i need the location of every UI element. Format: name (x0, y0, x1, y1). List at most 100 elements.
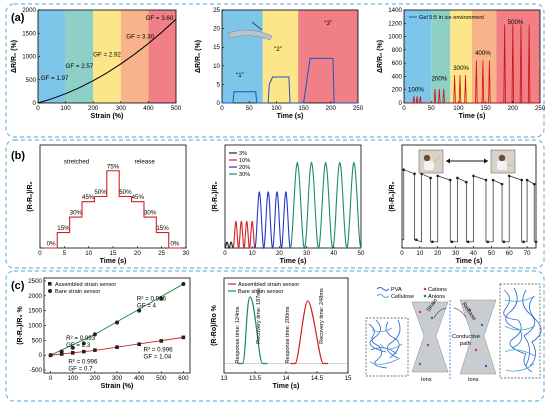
marker-circle-1 (59, 349, 64, 354)
x-tick-label: 150 (298, 105, 309, 112)
y-tick-label: 0 (33, 100, 37, 107)
step-label-7: 45% (132, 194, 145, 201)
y-axis-label: (R-R₀)/R₀ (389, 181, 396, 211)
band-0 (38, 10, 66, 103)
band-2 (298, 10, 358, 103)
step-label-6: 50% (119, 189, 132, 196)
x-tick-label: 10 (416, 250, 423, 257)
y-tick-label: 5 (217, 81, 221, 88)
sample-strip-photo (227, 21, 273, 41)
chart-a3: 0 50 100 150 200 250 0 200 400 600 800 1000 1200 1400… (377, 7, 546, 120)
y-tick-label: 500 (32, 337, 43, 344)
y-axis-label: (R-R₀)/R₀ (212, 181, 219, 211)
band-2 (93, 10, 121, 103)
pulse-0 (237, 296, 268, 365)
x-tick-label: 5 (63, 250, 67, 257)
chart-c1: 0 100 200 300 400 500 600 -500 0 500 1000 1500 2000 2… (17, 277, 191, 390)
legend-marker-1 (48, 289, 52, 293)
fit-line-0 (50, 333, 96, 356)
time-label-1: Recovery time: 187ms (256, 288, 262, 344)
marker-square-7 (159, 339, 164, 343)
x-tick-label: 200 (326, 105, 337, 112)
x-tick-label: 400 (143, 105, 154, 112)
section-b-frame (5, 139, 545, 269)
marker-circle-2 (70, 345, 75, 350)
pulse-1 (290, 300, 329, 365)
x-tick-label: 200 (88, 105, 99, 112)
schematic-legend: PVA Cellulose Cations Anions (376, 287, 447, 300)
chart-a2: 0 50 100 150 200 250 0 5 10 15 20 25 Time (s) ΔR/R₀ (… (195, 7, 364, 120)
x-tick-label: 30 (452, 250, 459, 257)
band-3 (120, 10, 149, 103)
step-label-1: 15% (57, 225, 70, 232)
annotation-0: “1” (236, 72, 244, 79)
step-label-3: 45% (82, 194, 95, 201)
annotation-4: GF = 3.60 (146, 15, 174, 22)
marker-circle-7 (159, 296, 164, 301)
annotation-3: 400% (475, 50, 491, 57)
annotation-3: GF = 3.30 (126, 33, 154, 40)
time-label-3: Recovery time: 248ms (319, 288, 325, 344)
x-tick-label: 50 (488, 250, 495, 257)
panel-label-c: (c) (11, 280, 25, 292)
y-axis-label: ΔR/R₀ (%) (377, 40, 384, 73)
legend-label-2: 20% (239, 165, 250, 171)
y-tick-label: 400 (392, 73, 403, 80)
step-trace (44, 170, 182, 249)
label-ions-left: Ions (421, 377, 432, 383)
x-tick-label: 300 (116, 105, 127, 112)
wave-3 (289, 161, 362, 250)
annotation-1: “2” (274, 46, 282, 53)
label-conductive-path-1: Conductive (452, 334, 480, 340)
y-tick-label: 1000 (22, 54, 36, 61)
legend-label-0: Assembled strain sensor (55, 282, 116, 288)
x-tick-label: 250 (353, 105, 364, 112)
band-1 (431, 10, 451, 103)
x-tick-label: 20 (276, 250, 283, 257)
annotation-1: release (134, 159, 155, 166)
legend-cellulose: Cellulose (391, 294, 414, 300)
fit-r2-2: R² = 0.996 (68, 359, 98, 366)
x-tick-label: 10 (85, 250, 92, 257)
chart-a1: 0 100 200 300 400 500 0 500 1000 1500 2000 Strain (… (11, 7, 182, 120)
x-tick-label: 0 (400, 250, 404, 257)
x-tick-label: 200 (508, 105, 519, 112)
x-tick-label: 0 (36, 105, 40, 112)
fit-gf-3: GF = 1.04 (144, 353, 172, 360)
step-label-0: 0% (47, 241, 56, 248)
y-axis-label: (R-Ro)/Ro % (211, 304, 218, 346)
band-2 (450, 10, 472, 103)
x-tick-label: 10 (249, 250, 256, 257)
y-tick-label: 1000 (28, 323, 42, 330)
step-label-4: 50% (94, 189, 107, 196)
marker-circle-5 (115, 320, 119, 325)
legend-marker-0 (48, 282, 52, 286)
x-tick-label: 300 (112, 375, 123, 382)
x-tick-label: 100 (68, 375, 79, 382)
annotation-2: 300% (453, 65, 469, 72)
y-tick-label: -500 (30, 367, 43, 374)
x-axis-label: Time (s) (280, 258, 307, 265)
x-tick-label: 20 (134, 250, 141, 257)
chart-b1: 0 5 10 15 20 25 30 Time (s) (R-R₀)/R₀ 0% 15% 30% 45%… (27, 144, 190, 265)
x-tick-label: 13 (221, 375, 228, 382)
step-label-10: 0% (170, 241, 179, 248)
legend-label-1: Bare strain sensor (238, 289, 284, 295)
legend-label-0: 3% (239, 151, 247, 157)
annotation-0: 100% (408, 87, 424, 94)
x-tick-label: 500 (171, 105, 182, 112)
x-tick-label: 15 (345, 375, 352, 382)
band-1 (65, 10, 94, 103)
chart-b3: 0 10 20 30 40 50 60 70 Time (s) (R-R₀)/R₀ (389, 144, 538, 265)
x-axis-label: Time (s) (456, 258, 483, 265)
fit-gf-2: GF = 0.7 (68, 366, 93, 373)
x-tick-label: 50 (428, 105, 435, 112)
chart-c2: 13 13.5 14 14.5 15 Time (s) (R-Ro)/Ro % Respons… (211, 277, 352, 390)
x-tick-label: 100 (60, 105, 71, 112)
fit-r2-0: R² = 0.993 (66, 335, 96, 342)
section-c-frame (5, 270, 545, 402)
x-tick-label: 50 (246, 105, 253, 112)
x-tick-label: 50 (358, 250, 365, 257)
marker-square-1 (59, 352, 64, 356)
